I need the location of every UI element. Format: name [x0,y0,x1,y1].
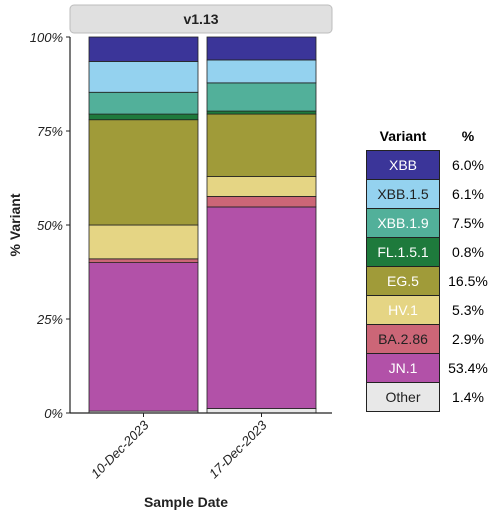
bar-segment-xbb-2 [206,36,317,61]
legend-row: EG.5 16.5% [366,266,497,296]
legend-row: XBB.1.9 7.5% [366,208,497,238]
legend-table: Variant % XBB 6.0% XBB.1.5 6.1% XBB.1.9 7.5% F… [366,128,497,412]
x-tick-label: 10-Dec-2023 [88,417,152,481]
legend-variant-pct: 53.4% [439,353,497,383]
bar-segment-jn-1-2 [206,206,317,409]
legend-body: XBB 6.0% XBB.1.5 6.1% XBB.1.9 7.5% FL.1.5.1 0.8… [366,150,497,412]
bar-segment-hv-1-2 [206,176,317,197]
legend-variant-swatch: Other [366,382,440,412]
legend-row: HV.1 5.3% [366,295,497,325]
legend-variant-pct: 16.5% [439,266,497,296]
bar-segment-xbb-1 [88,36,199,62]
bar-segment-jn-1-1 [88,262,199,412]
legend-variant-pct: 1.4% [439,382,497,412]
facet-label: v1.13 [183,11,218,27]
legend-header-pct: % [461,128,475,144]
y-ticks-group: 0% 25% 50% 75% 100% [30,30,70,421]
legend-variant-pct: 7.5% [439,208,497,238]
legend-variant-swatch: XBB [366,150,440,180]
legend-variant-swatch: JN.1 [366,353,440,383]
legend-variant-pct: 6.1% [439,179,497,209]
bar-segment-xbb-1-9-1 [88,91,199,115]
legend-variant-swatch: FL.1.5.1 [366,237,440,267]
bar-segment-fl-1-5-1-2 [206,110,317,115]
legend-variant-swatch: XBB.1.5 [366,179,440,209]
legend-variant-pct: 2.9% [439,324,497,354]
legend-variant-pct: 0.8% [439,237,497,267]
legend-variant-swatch: XBB.1.9 [366,208,440,238]
x-ticks-group: 10-Dec-2023 17-Dec-2023 [88,413,270,481]
facet-strip-background [69,4,333,34]
bar-segment-xbb-1-5-1 [88,61,199,93]
bar-segment-fl-1-5-1-1 [88,113,199,121]
bar-segment-ba-2-86-2 [206,196,317,208]
legend-variant-swatch: EG.5 [366,266,440,296]
y-tick-label: 50% [37,218,63,233]
legend-row: FL.1.5.1 0.8% [366,237,497,267]
bars-group [88,36,317,414]
bar-segment-xbb-1-5-2 [206,59,317,84]
legend-variant-swatch: BA.2.86 [366,324,440,354]
y-tick-label: 100% [30,30,63,45]
legend-row: BA.2.86 2.9% [366,324,497,354]
bar-segment-xbb-1-9-2 [206,82,317,112]
legend-row: XBB.1.5 6.1% [366,179,497,209]
legend-header-row: Variant % [367,128,497,151]
legend-row: XBB 6.0% [366,150,497,180]
x-tick-label: 17-Dec-2023 [206,417,270,481]
facet-strip: v1.13 [69,4,333,34]
bar-segment-other-2 [206,408,317,414]
bar-segment-hv-1-1 [88,224,199,260]
legend-header-variant: Variant [379,128,427,144]
y-tick-label: 25% [36,312,63,327]
y-axis-label: % Variant [7,193,23,256]
bar-segment-eg-5-2 [206,113,317,177]
legend-variant-swatch: HV.1 [366,295,440,325]
bar-segment-eg-5-1 [88,119,199,226]
legend-row: Other 1.4% [366,382,497,412]
y-tick-label: 75% [37,124,63,139]
y-tick-label: 0% [44,406,63,421]
legend-variant-pct: 6.0% [439,150,497,180]
bar-segment-ba-2-86-1 [88,258,199,263]
legend-variant-pct: 5.3% [439,295,497,325]
legend-row: JN.1 53.4% [366,353,497,383]
x-axis-label: Sample Date [144,494,228,510]
